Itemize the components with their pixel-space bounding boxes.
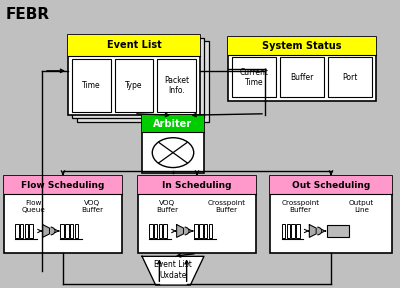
- Polygon shape: [142, 256, 204, 285]
- Text: Arbiter: Arbiter: [154, 119, 192, 129]
- Text: FEBR: FEBR: [6, 7, 50, 22]
- Circle shape: [152, 138, 194, 168]
- Polygon shape: [184, 227, 189, 235]
- Text: Time: Time: [82, 81, 101, 90]
- Bar: [286, 224, 290, 238]
- Text: Buffer: Buffer: [290, 73, 314, 82]
- Bar: [328, 57, 372, 97]
- Bar: [142, 115, 204, 173]
- Bar: [77, 41, 209, 122]
- Text: Port: Port: [342, 73, 358, 82]
- Bar: [199, 224, 203, 238]
- Bar: [270, 176, 392, 253]
- Bar: [15, 224, 19, 238]
- Text: System Status: System Status: [262, 41, 342, 51]
- Bar: [75, 224, 78, 238]
- Bar: [25, 224, 28, 238]
- Polygon shape: [309, 225, 316, 237]
- Text: VOQ
Buffer: VOQ Buffer: [82, 200, 104, 213]
- Bar: [228, 37, 376, 101]
- Bar: [20, 224, 24, 238]
- Bar: [149, 224, 153, 238]
- Bar: [291, 224, 295, 238]
- Text: Out Scheduling: Out Scheduling: [292, 181, 370, 190]
- Text: Crosspoint
Buffer: Crosspoint Buffer: [282, 200, 320, 213]
- Text: Current
Time: Current Time: [240, 68, 268, 87]
- Bar: [209, 224, 212, 238]
- Bar: [164, 224, 167, 238]
- Polygon shape: [316, 227, 322, 235]
- Bar: [4, 176, 122, 194]
- Bar: [270, 176, 392, 194]
- Text: Type: Type: [125, 81, 143, 90]
- Bar: [282, 224, 285, 238]
- Text: Flow Scheduling: Flow Scheduling: [21, 181, 105, 190]
- Text: Event List: Event List: [107, 40, 161, 50]
- Text: VOQ
Buffer: VOQ Buffer: [156, 200, 178, 213]
- Bar: [228, 37, 376, 54]
- Text: Crosspoint
Buffer: Crosspoint Buffer: [208, 200, 246, 213]
- Bar: [30, 224, 33, 238]
- Bar: [72, 59, 111, 112]
- Bar: [138, 176, 256, 194]
- Text: Output
Line: Output Line: [349, 200, 374, 213]
- Bar: [232, 57, 276, 97]
- Bar: [296, 224, 300, 238]
- Bar: [138, 176, 256, 253]
- Bar: [194, 224, 198, 238]
- Bar: [68, 35, 200, 56]
- Polygon shape: [177, 225, 184, 237]
- Bar: [4, 176, 122, 253]
- Polygon shape: [43, 225, 50, 237]
- Bar: [115, 59, 153, 112]
- Bar: [142, 115, 204, 132]
- Bar: [65, 224, 69, 238]
- Bar: [157, 59, 196, 112]
- Bar: [159, 224, 162, 238]
- Bar: [68, 35, 200, 115]
- Text: Event List
Uxdate: Event List Uxdate: [154, 260, 192, 280]
- Bar: [154, 224, 158, 238]
- Bar: [326, 225, 348, 237]
- Bar: [72, 38, 204, 118]
- Bar: [60, 224, 64, 238]
- Bar: [204, 224, 208, 238]
- Text: Packet
Info.: Packet Info.: [164, 76, 189, 95]
- Bar: [280, 57, 324, 97]
- Bar: [70, 224, 74, 238]
- Text: In Scheduling: In Scheduling: [162, 181, 232, 190]
- Text: Flow
Queue: Flow Queue: [22, 200, 46, 213]
- Polygon shape: [50, 227, 55, 235]
